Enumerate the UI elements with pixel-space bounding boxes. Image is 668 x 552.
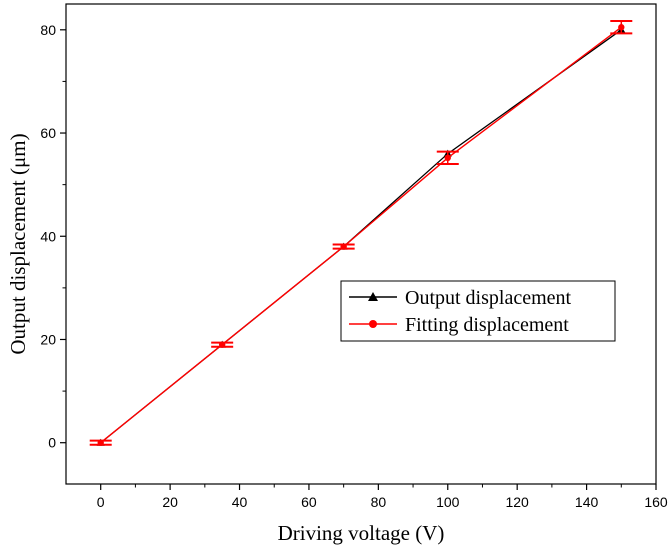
series-layer	[89, 20, 633, 446]
x-tick-label: 80	[371, 494, 387, 510]
series-line-fitting	[100, 26, 622, 444]
y-tick-label: 20	[40, 331, 56, 347]
y-tick-label: 40	[40, 228, 56, 244]
y-tick-label: 0	[48, 435, 56, 451]
legend-marker-output	[368, 292, 378, 301]
legend-marker-fitting	[369, 320, 377, 328]
axes: 0 20 40 60 80 100 120 140 160 0 20 40 60 80	[40, 3, 668, 510]
data-point-fitting	[218, 341, 226, 348]
y-tick-label: 60	[40, 125, 56, 141]
x-axis-title: Driving voltage (V)	[278, 521, 445, 545]
x-tick-label: 120	[505, 494, 529, 510]
x-tick-label: 60	[301, 494, 317, 510]
x-tick-label: 160	[644, 494, 668, 510]
x-tick-label: 140	[575, 494, 599, 510]
legend-box	[340, 280, 616, 342]
x-tick-label: 0	[97, 494, 105, 510]
data-point-fitting	[97, 439, 104, 446]
data-point-fitting	[444, 154, 451, 162]
series-line-output	[100, 29, 622, 444]
y-axis-title: Output displacement (μm)	[6, 133, 30, 354]
legend: Output displacement Fitting displacement	[340, 280, 616, 342]
x-tick-label: 40	[232, 494, 248, 510]
plot-frame	[65, 3, 657, 485]
x-tick-label: 100	[436, 494, 460, 510]
x-tick-label: 20	[162, 494, 178, 510]
data-point-fitting	[340, 243, 347, 250]
data-point-fitting	[618, 24, 625, 31]
legend-label-fitting: Fitting displacement	[405, 314, 569, 336]
legend-label-output: Output displacement	[405, 287, 572, 309]
y-tick-label: 80	[40, 22, 56, 38]
